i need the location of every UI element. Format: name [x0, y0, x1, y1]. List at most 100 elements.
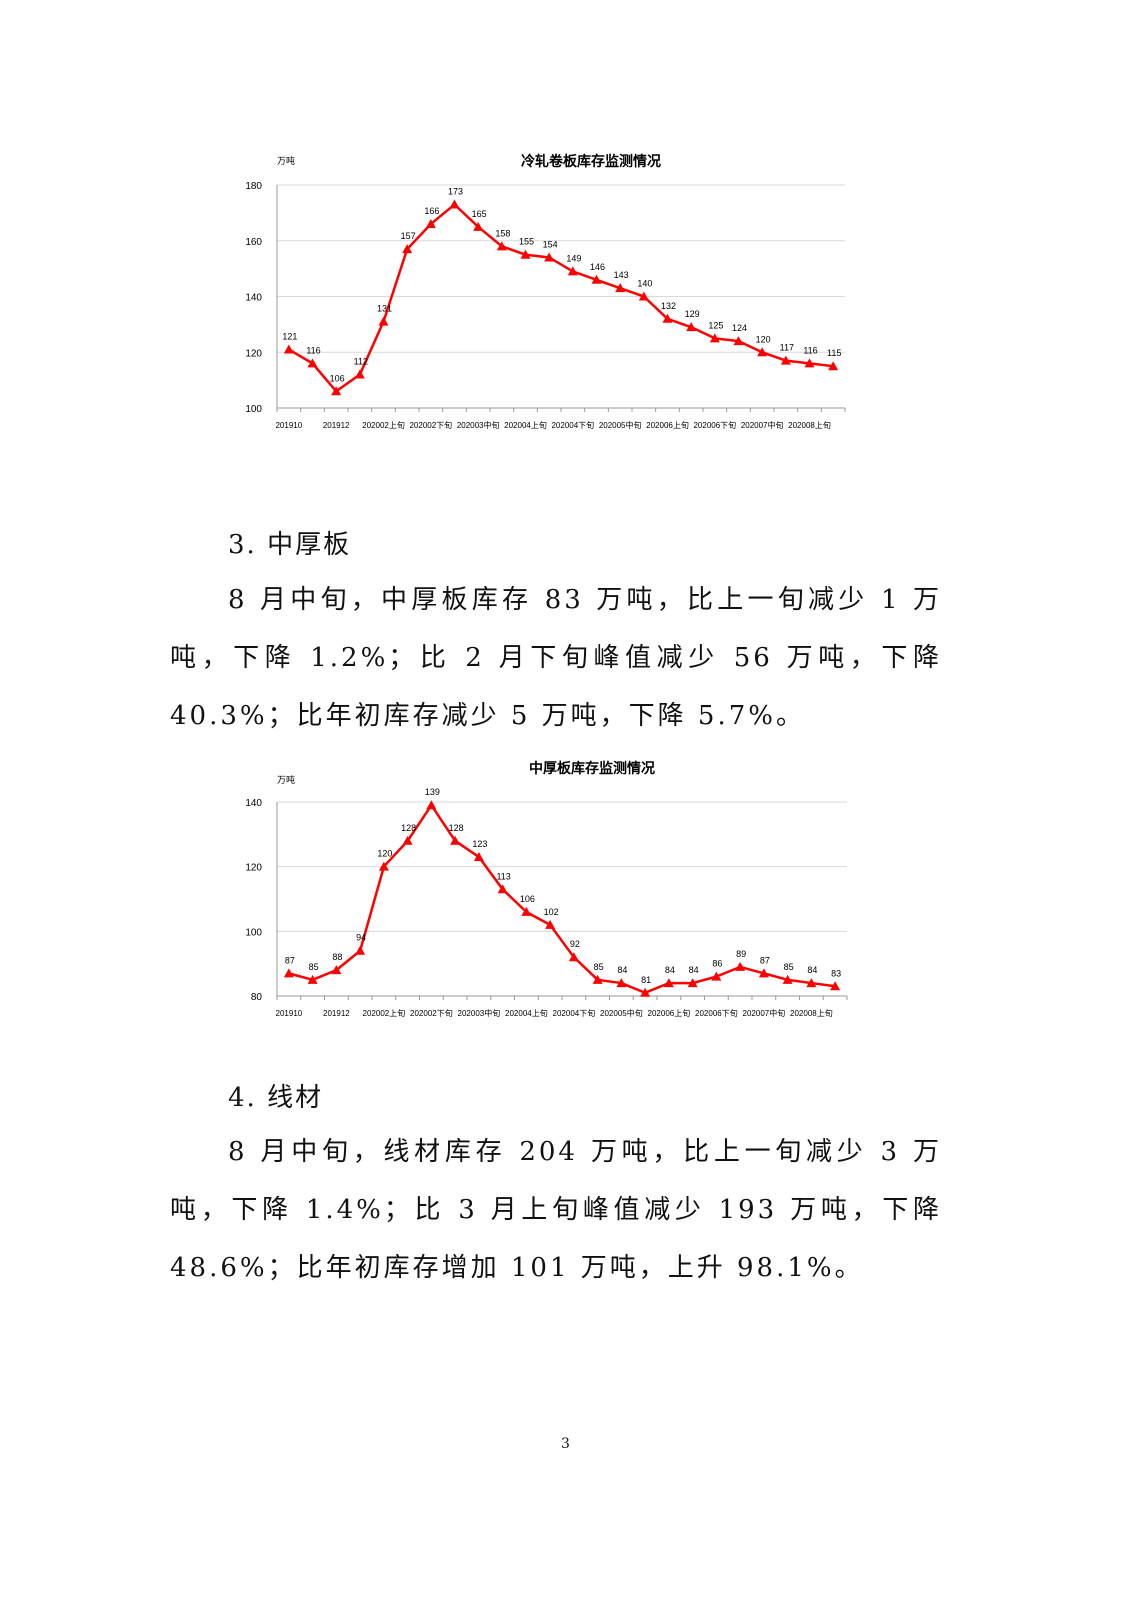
data-label: 132	[661, 301, 676, 311]
data-label: 158	[495, 228, 510, 238]
data-label: 117	[780, 343, 794, 353]
data-point	[307, 974, 318, 984]
x-tick-label: 202007中旬	[741, 420, 784, 430]
data-label: 129	[685, 309, 700, 319]
data-label: 85	[309, 962, 319, 972]
y-tick-label: 140	[245, 293, 262, 304]
x-tick-label: 202005中旬	[599, 420, 642, 430]
data-point	[402, 835, 413, 845]
data-label: 166	[424, 206, 439, 216]
data-point	[354, 369, 365, 379]
y-axis-unit: 万吨	[277, 155, 295, 166]
data-label: 102	[544, 907, 559, 917]
x-tick-label: 202004上旬	[505, 1008, 548, 1018]
data-point	[402, 244, 413, 254]
x-tick-label: 202003中旬	[457, 420, 500, 430]
data-point	[545, 919, 556, 929]
x-tick-label: 202006下旬	[695, 1008, 738, 1018]
data-label: 128	[449, 823, 464, 833]
x-tick-label: 202002下旬	[409, 420, 452, 430]
data-label: 87	[285, 955, 295, 965]
data-label: 116	[306, 345, 320, 355]
x-tick-label: 202004上旬	[504, 420, 547, 430]
series-line	[288, 802, 836, 995]
data-point	[544, 252, 555, 262]
data-label: 121	[282, 331, 297, 341]
data-point	[425, 219, 436, 229]
section-4-heading: 4. 线材	[228, 1083, 324, 1113]
data-label: 84	[807, 965, 817, 975]
data-label: 89	[736, 949, 746, 959]
data-label: 123	[472, 839, 487, 849]
data-label: 154	[543, 239, 558, 249]
data-point	[686, 322, 697, 332]
data-point	[663, 978, 674, 988]
data-label: 92	[570, 939, 580, 949]
data-point	[830, 981, 841, 991]
data-point	[640, 987, 651, 997]
x-tick-label: 201910	[275, 421, 302, 430]
data-label: 124	[732, 323, 747, 333]
data-point	[567, 266, 578, 276]
data-point	[782, 974, 793, 984]
x-tick-label: 201910	[276, 1009, 303, 1018]
data-point	[520, 249, 531, 259]
data-point	[568, 952, 579, 962]
x-tick-label: 202002上旬	[362, 420, 405, 430]
x-tick-label: 201912	[323, 421, 350, 430]
data-label: 115	[827, 348, 841, 358]
data-label: 149	[566, 253, 581, 263]
data-label: 116	[803, 345, 817, 355]
data-label: 155	[519, 237, 534, 247]
data-label: 85	[784, 962, 794, 972]
data-label: 112	[354, 357, 368, 367]
data-point	[307, 358, 318, 368]
data-label: 143	[614, 270, 629, 280]
data-point	[591, 274, 602, 284]
y-tick-label: 100	[245, 404, 262, 415]
y-tick-label: 80	[251, 992, 263, 1003]
x-tick-label: 202003中旬	[458, 1008, 501, 1018]
section-3-heading: 3. 中厚板	[228, 530, 352, 560]
x-tick-label: 202008上旬	[788, 420, 831, 430]
data-label: 140	[637, 279, 652, 289]
y-tick-label: 120	[245, 348, 262, 359]
data-point	[757, 347, 768, 357]
data-point	[687, 978, 698, 988]
data-point	[735, 961, 746, 971]
data-label: 84	[617, 965, 627, 975]
y-axis-unit: 万吨	[277, 774, 295, 785]
data-point	[331, 965, 342, 975]
data-point	[497, 884, 508, 894]
data-label: 86	[712, 959, 722, 969]
data-label: 88	[332, 952, 342, 962]
data-label: 139	[425, 787, 440, 797]
y-tick-label: 160	[245, 237, 262, 248]
x-tick-label: 202005中旬	[600, 1008, 643, 1018]
data-point	[662, 313, 673, 323]
series-line	[288, 202, 834, 393]
data-point	[449, 199, 460, 209]
data-label: 87	[760, 955, 770, 965]
data-label: 81	[641, 975, 651, 985]
x-tick-label: 202006上旬	[646, 420, 689, 430]
data-point	[283, 344, 294, 354]
x-tick-label: 202002上旬	[363, 1008, 406, 1018]
data-label: 125	[708, 320, 723, 330]
data-label: 84	[665, 965, 675, 975]
x-tick-label: 202006下旬	[693, 420, 736, 430]
data-point	[473, 851, 484, 861]
x-tick-label: 202006上旬	[648, 1008, 691, 1018]
data-label: 120	[756, 334, 771, 344]
y-tick-label: 120	[245, 863, 262, 874]
data-label: 85	[594, 962, 604, 972]
y-tick-label: 180	[245, 181, 262, 192]
data-point	[709, 333, 720, 343]
data-label: 146	[590, 262, 605, 272]
data-label: 84	[689, 965, 699, 975]
data-label: 106	[330, 373, 345, 383]
data-point	[806, 978, 817, 988]
data-point	[592, 974, 603, 984]
x-tick-label: 202002下旬	[410, 1008, 453, 1018]
